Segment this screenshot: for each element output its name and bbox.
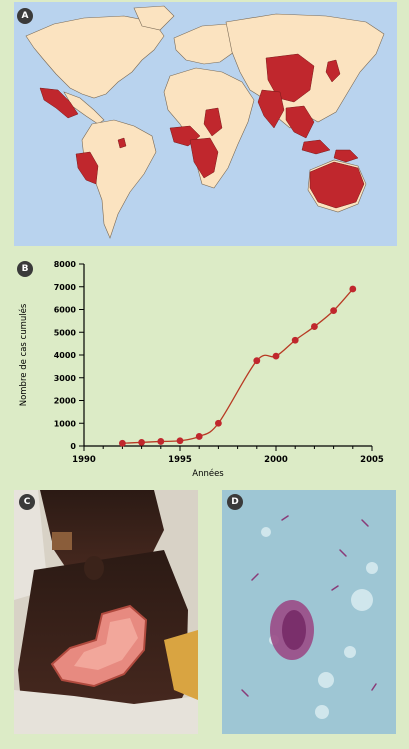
x-tick-label: 2000 <box>264 455 288 465</box>
data-point <box>253 357 261 365</box>
micrograph <box>222 490 396 734</box>
patterned-cloth <box>164 630 198 700</box>
data-point <box>119 439 126 447</box>
y-tick-label: 2000 <box>54 397 77 406</box>
cloth-bottom <box>14 690 198 734</box>
x-tick-label: 2005 <box>360 455 384 465</box>
x-tick-label: 1995 <box>168 455 192 465</box>
panel-label-c: C <box>19 494 35 510</box>
y-tick-label: 8000 <box>54 260 77 269</box>
affected-papua-new-guinea <box>333 149 359 163</box>
panel-label-a: A <box>17 8 33 24</box>
land-europe <box>173 23 241 65</box>
data-point <box>138 438 146 446</box>
series-line <box>122 288 354 444</box>
panel-label-d: D <box>227 494 243 510</box>
x-axis-label: Années <box>192 468 224 479</box>
affected-peru <box>75 151 99 185</box>
y-axis-label: Nombre de cas cumulés <box>18 303 29 406</box>
lesion-photo <box>14 490 198 734</box>
face-mask <box>52 532 72 550</box>
data-point <box>330 307 337 315</box>
scattered-bacilli <box>241 515 377 697</box>
cumulative-cases-chart: 0 1000 2000 3000 4000 5000 6000 7000 8000 1990 199… <box>18 260 384 479</box>
affected-china <box>265 53 315 103</box>
affected-regions <box>39 53 365 209</box>
land-north-america <box>25 15 165 99</box>
ulcer-lesion-inner <box>74 618 138 670</box>
y-tick-label: 4000 <box>54 351 77 360</box>
data-point <box>349 285 357 293</box>
x-tick-label: 1990 <box>72 455 96 465</box>
affected-southeast-asia <box>285 105 315 139</box>
panel-label-b: B <box>17 261 33 277</box>
y-tick-label: 7000 <box>54 283 77 292</box>
affected-india <box>257 89 285 129</box>
affected-mexico <box>39 87 79 119</box>
affected-indonesia <box>301 139 331 155</box>
y-tick-label: 6000 <box>54 306 77 315</box>
data-point <box>311 323 318 330</box>
data-point <box>272 352 280 360</box>
data-point <box>157 438 165 445</box>
data-point <box>176 437 184 445</box>
affected-japan <box>325 59 341 83</box>
affected-australia <box>309 161 365 209</box>
y-tick-label: 1000 <box>54 419 77 428</box>
affected-french-guiana <box>117 137 127 149</box>
data-point <box>215 419 222 427</box>
land-central-america <box>63 91 105 125</box>
ear <box>84 556 104 580</box>
y-tick-label: 0 <box>70 442 76 451</box>
y-tick-label: 5000 <box>54 328 77 337</box>
affected-east-africa <box>203 107 223 137</box>
world-map <box>14 2 397 246</box>
land-greenland <box>133 5 175 31</box>
affected-central-africa <box>189 137 219 179</box>
bacilli-core <box>282 610 306 650</box>
y-tick-label: 3000 <box>54 374 77 383</box>
data-point <box>195 433 203 440</box>
data-point <box>291 336 299 344</box>
